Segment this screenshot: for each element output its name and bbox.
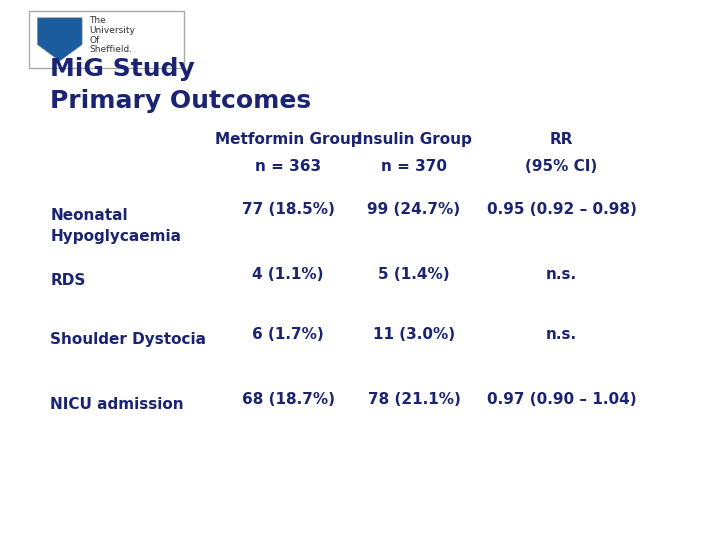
Text: Shoulder Dystocia: Shoulder Dystocia — [50, 332, 207, 347]
Text: 5 (1.4%): 5 (1.4%) — [378, 267, 450, 282]
FancyBboxPatch shape — [29, 11, 184, 68]
Text: Neonatal
Hypoglycaemia: Neonatal Hypoglycaemia — [50, 208, 181, 244]
Text: 0.97 (0.90 – 1.04): 0.97 (0.90 – 1.04) — [487, 392, 636, 407]
Text: 6 (1.7%): 6 (1.7%) — [252, 327, 324, 342]
Text: NICU admission: NICU admission — [50, 397, 184, 412]
Text: Of: Of — [89, 36, 99, 45]
Text: n.s.: n.s. — [546, 267, 577, 282]
Text: n.s.: n.s. — [546, 327, 577, 342]
Text: n = 370: n = 370 — [381, 159, 447, 174]
Text: 11 (3.0%): 11 (3.0%) — [373, 327, 455, 342]
Text: 99 (24.7%): 99 (24.7%) — [367, 202, 461, 218]
Text: RDS: RDS — [50, 273, 86, 288]
Text: Primary Outcomes: Primary Outcomes — [50, 89, 312, 113]
Text: Insulin Group: Insulin Group — [356, 132, 472, 147]
Text: The: The — [89, 16, 106, 25]
Text: 68 (18.7%): 68 (18.7%) — [241, 392, 335, 407]
Text: Sheffield.: Sheffield. — [89, 45, 132, 55]
Text: n = 363: n = 363 — [255, 159, 321, 174]
Text: 4 (1.1%): 4 (1.1%) — [252, 267, 324, 282]
Text: RR: RR — [550, 132, 573, 147]
Text: Metformin Group: Metformin Group — [215, 132, 361, 147]
Text: MiG Study: MiG Study — [50, 57, 195, 80]
Text: 0.95 (0.92 – 0.98): 0.95 (0.92 – 0.98) — [487, 202, 636, 218]
Polygon shape — [37, 18, 82, 61]
Text: 77 (18.5%): 77 (18.5%) — [242, 202, 334, 218]
Text: University: University — [89, 26, 135, 35]
Text: (95% CI): (95% CI) — [526, 159, 598, 174]
Text: 78 (21.1%): 78 (21.1%) — [368, 392, 460, 407]
